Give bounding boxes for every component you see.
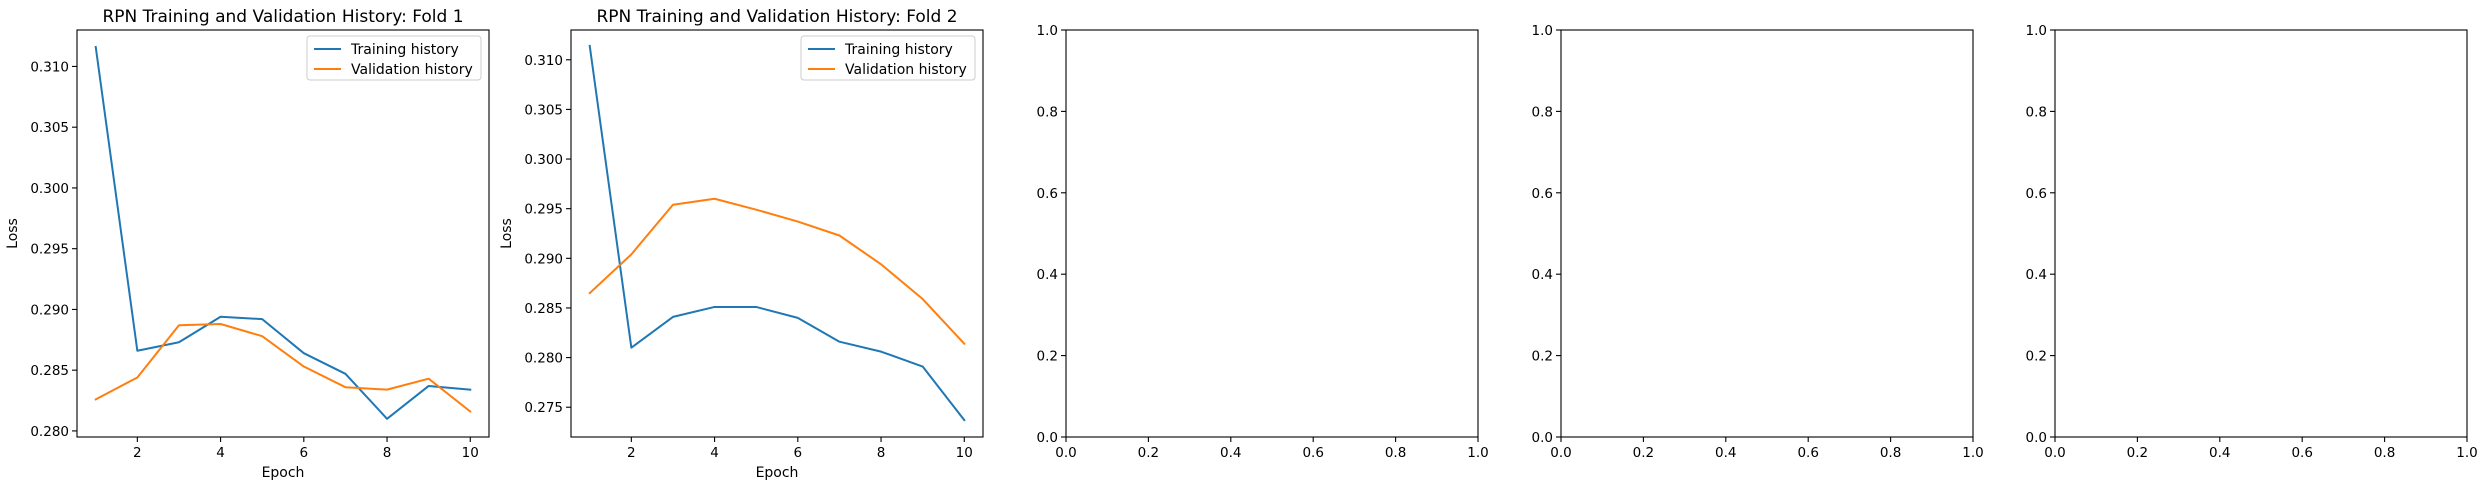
y-tick-label: 0.310 — [524, 53, 563, 69]
y-axis-label: Loss — [5, 218, 21, 249]
axes-frame — [1560, 29, 1974, 438]
legend-label: Training history — [844, 42, 953, 58]
series-line-1 — [588, 44, 966, 422]
x-tick-label: 0.6 — [1302, 445, 1323, 461]
legend-box — [306, 35, 482, 81]
legend-box — [800, 35, 976, 81]
y-tick-label: 0.275 — [524, 400, 563, 416]
y-tick-label: 0.295 — [30, 242, 69, 258]
y-tick-label: 0.4 — [1037, 267, 1058, 283]
x-tick-label: 6 — [300, 445, 309, 461]
axes-frame — [570, 29, 984, 438]
chart-panel-3: 0.0 0.2 0.4 0.6 0.8 1.0 0.0 0.2 0.4 0.6 0.8 1.0 — [1037, 23, 1489, 461]
x-tick-label: 6 — [794, 445, 803, 461]
x-tick-label: 8 — [383, 445, 392, 461]
series-line-2 — [94, 323, 472, 413]
y-tick-label: 1.0 — [1532, 23, 1553, 39]
x-tick-label: 2 — [133, 445, 142, 461]
y-tick-label: 0.2 — [1037, 349, 1058, 365]
legend-label: Validation history — [845, 62, 967, 78]
x-tick-label: 0.8 — [1880, 445, 1901, 461]
x-tick-label: 10 — [956, 445, 973, 461]
series-line-1 — [94, 45, 472, 420]
y-tick-label: 0.295 — [524, 202, 563, 218]
x-tick-label: 0.8 — [1385, 445, 1406, 461]
legend: Training history Validation history — [306, 35, 482, 81]
legend-label: Validation history — [351, 62, 473, 78]
y-tick-label: 1.0 — [2026, 23, 2047, 39]
legend-label: Training history — [350, 42, 459, 58]
x-axis-label: Epoch — [262, 465, 305, 481]
series-line-2 — [588, 197, 966, 346]
y-tick-label: 0.300 — [30, 181, 69, 197]
y-tick-label: 0.2 — [2026, 349, 2047, 365]
chart-title: RPN Training and Validation History: Fol… — [102, 7, 463, 27]
y-tick-label: 0.6 — [1532, 186, 1553, 202]
legend: Training history Validation history — [800, 35, 976, 81]
x-tick-label: 1.0 — [2456, 445, 2477, 461]
y-tick-label: 0.2 — [1532, 349, 1553, 365]
x-tick-label: 0.2 — [2127, 445, 2148, 461]
y-tick-label: 0.0 — [1532, 430, 1553, 446]
y-tick-label: 0.285 — [524, 301, 563, 317]
x-tick-label: 0.4 — [1220, 445, 1241, 461]
x-tick-label: 0.2 — [1138, 445, 1159, 461]
x-tick-label: 4 — [710, 445, 719, 461]
y-tick-label: 0.6 — [1037, 186, 1058, 202]
y-tick-label: 0.305 — [524, 102, 563, 118]
chart-title: RPN Training and Validation History: Fol… — [596, 7, 957, 27]
y-tick-label: 0.305 — [30, 120, 69, 136]
y-tick-label: 0.285 — [30, 363, 69, 379]
y-tick-label: 0.280 — [30, 424, 69, 440]
x-axis-label: Epoch — [756, 465, 799, 481]
x-tick-label: 8 — [877, 445, 886, 461]
chart-panel-2: 2 4 6 8 10 0.275 0.280 0.285 0.290 0.295 0.300 0.30… — [499, 7, 984, 481]
y-tick-label: 0.8 — [1532, 104, 1553, 120]
y-tick-label: 0.4 — [2026, 267, 2047, 283]
x-tick-label: 0.6 — [1797, 445, 1818, 461]
x-tick-label: 2 — [627, 445, 636, 461]
y-tick-label: 0.290 — [30, 302, 69, 318]
x-tick-label: 0.8 — [2374, 445, 2395, 461]
x-tick-label: 0.2 — [1633, 445, 1654, 461]
x-tick-label: 0.0 — [1550, 445, 1571, 461]
y-tick-label: 0.310 — [30, 59, 69, 75]
axes-frame — [2054, 29, 2468, 438]
x-tick-label: 0.0 — [1055, 445, 1076, 461]
y-tick-label: 0.6 — [2026, 186, 2047, 202]
axes-frame — [76, 29, 490, 438]
x-tick-label: 1.0 — [1962, 445, 1983, 461]
y-axis-label: Loss — [499, 218, 515, 249]
x-tick-label: 1.0 — [1467, 445, 1488, 461]
y-tick-label: 1.0 — [1037, 23, 1058, 39]
axes-frame — [1065, 29, 1479, 438]
y-tick-label: 0.290 — [524, 251, 563, 267]
x-tick-label: 10 — [462, 445, 479, 461]
y-tick-label: 0.8 — [2026, 104, 2047, 120]
y-tick-label: 0.8 — [1037, 104, 1058, 120]
y-tick-label: 0.300 — [524, 152, 563, 168]
y-tick-label: 0.0 — [2026, 430, 2047, 446]
chart-panel-4: 0.0 0.2 0.4 0.6 0.8 1.0 0.0 0.2 0.4 0.6 0.8 1.0 — [1532, 23, 1984, 461]
x-tick-label: 0.4 — [2209, 445, 2230, 461]
y-tick-label: 0.0 — [1037, 430, 1058, 446]
y-tick-label: 0.280 — [524, 351, 563, 367]
chart-panel-5: 0.0 0.2 0.4 0.6 0.8 1.0 0.0 0.2 0.4 0.6 0.8 1.0 — [2026, 23, 2478, 461]
y-tick-label: 0.4 — [1532, 267, 1553, 283]
x-tick-label: 0.0 — [2044, 445, 2065, 461]
x-tick-label: 0.6 — [2291, 445, 2312, 461]
x-tick-label: 0.4 — [1715, 445, 1736, 461]
chart-panel-1: 2 4 6 8 10 0.280 0.285 0.290 0.295 0.300 0.305 0.31… — [5, 7, 490, 481]
x-tick-label: 4 — [216, 445, 225, 461]
